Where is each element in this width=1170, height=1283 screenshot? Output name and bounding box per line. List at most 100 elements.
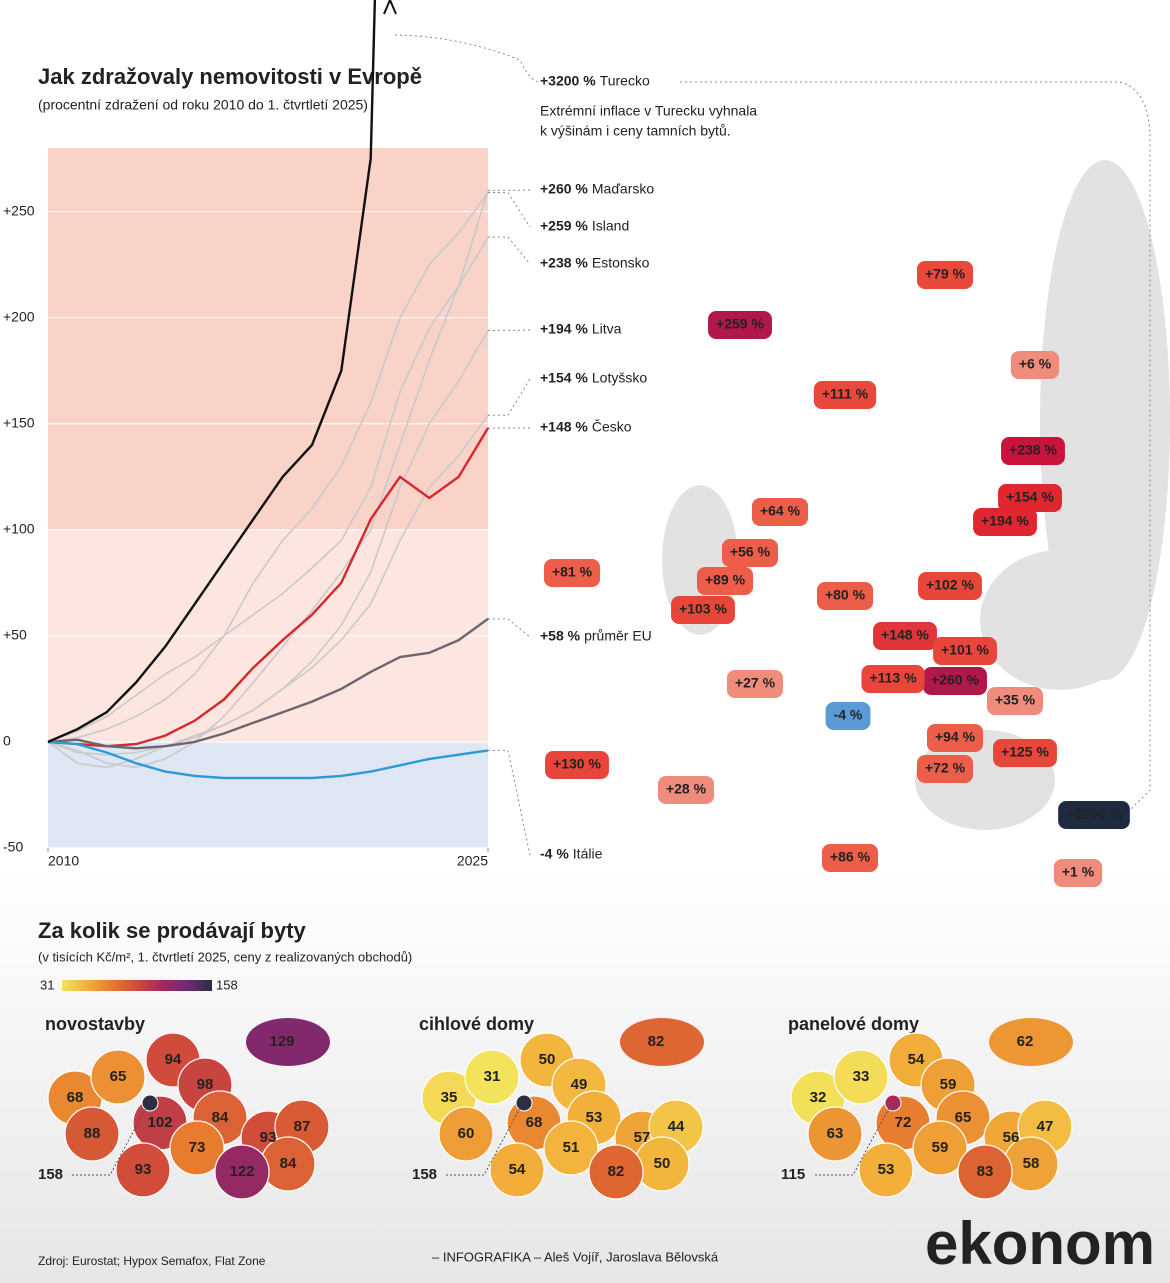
country-label: +194 % bbox=[981, 513, 1029, 529]
credit: – INFOGRAFIKA – Aleš Vojíř, Jaroslava Bě… bbox=[432, 1249, 719, 1264]
country-label: +125 % bbox=[1001, 744, 1049, 760]
country bbox=[873, 622, 937, 650]
country-label: +79 % bbox=[925, 266, 966, 282]
country bbox=[813, 381, 877, 409]
leader bbox=[72, 1107, 147, 1176]
national-region bbox=[620, 1018, 704, 1066]
region-label: 94 bbox=[165, 1051, 182, 1068]
country-label: +81 % bbox=[552, 564, 593, 580]
country-label: +154 % bbox=[1006, 489, 1054, 505]
national-region bbox=[989, 1018, 1073, 1066]
end-label-value: +238 % bbox=[540, 255, 588, 271]
end-label-value: +259 % bbox=[540, 218, 588, 234]
region-label: 72 bbox=[895, 1114, 912, 1131]
national-label: 62 bbox=[1017, 1033, 1034, 1050]
region-label: 63 bbox=[827, 1125, 844, 1142]
end-label-name: Maďarsko bbox=[592, 181, 655, 197]
series-line bbox=[47, 427, 490, 748]
end-label-value: +148 % bbox=[540, 419, 588, 435]
country-label: +102 % bbox=[926, 577, 974, 593]
region-label: 68 bbox=[526, 1114, 543, 1131]
region-label: 102 bbox=[147, 1114, 172, 1131]
end-label-name: Lotyšsko bbox=[592, 370, 647, 386]
country-label: +1 % bbox=[1062, 864, 1095, 880]
country-label: +3200 % bbox=[1066, 806, 1122, 822]
y-tick-label: +50 bbox=[3, 627, 27, 643]
series-line bbox=[47, 0, 377, 744]
end-label-name: Turecko bbox=[600, 73, 650, 89]
region-label: 68 bbox=[67, 1089, 84, 1106]
prague-label: 158 bbox=[412, 1166, 437, 1183]
cz-map: panelové domy 62 32 33 54 59 72 63 65 59 56 47 58 53 8… bbox=[781, 1014, 1073, 1200]
map-title: novostavby bbox=[45, 1014, 145, 1034]
line-chart: -50 0 +50 +100 +150 +200 +250 2010 2025 +260 % Maď… bbox=[3, 0, 654, 869]
region bbox=[214, 1144, 270, 1200]
colorbar bbox=[62, 980, 212, 991]
y-tick-label: +100 bbox=[3, 521, 35, 537]
europe-map: +79 % +6 % +111 % +259 % +238 % +154 % +194 % +… bbox=[543, 261, 1130, 887]
y-tick-label: +200 bbox=[3, 308, 35, 324]
country-label: +259 % bbox=[716, 316, 764, 332]
chart-subtitle: (procentní zdražení od roku 2010 do 1. č… bbox=[38, 97, 368, 113]
region bbox=[912, 1120, 968, 1176]
country-label: +148 % bbox=[881, 627, 929, 643]
series-line bbox=[47, 192, 489, 743]
region bbox=[833, 1049, 889, 1105]
note: Extrémní inflace v Turecku vyhnala bbox=[540, 103, 757, 119]
x-tick-label: 2010 bbox=[48, 853, 79, 869]
country bbox=[1053, 859, 1103, 887]
country bbox=[726, 670, 784, 698]
leader bbox=[446, 1107, 521, 1176]
country bbox=[916, 261, 974, 289]
country bbox=[973, 508, 1037, 536]
region-label: 35 bbox=[441, 1089, 458, 1106]
region bbox=[464, 1049, 520, 1105]
country bbox=[918, 572, 982, 600]
region-label: 59 bbox=[940, 1076, 957, 1093]
country-label: +94 % bbox=[935, 729, 976, 745]
country-label: +130 % bbox=[553, 756, 601, 772]
region-label: 54 bbox=[908, 1051, 925, 1068]
country bbox=[671, 596, 735, 624]
region bbox=[489, 1142, 545, 1198]
region-label: 53 bbox=[586, 1109, 603, 1126]
colorbar-min: 31 bbox=[40, 977, 54, 992]
country-label: +35 % bbox=[995, 692, 1036, 708]
series-line bbox=[47, 414, 489, 769]
national-region bbox=[246, 1018, 330, 1066]
end-label-name: Litva bbox=[592, 321, 622, 337]
arrow-head bbox=[383, 0, 397, 15]
y-tick-label: -50 bbox=[3, 839, 23, 855]
country-label: +101 % bbox=[941, 642, 989, 658]
end-label-value: +194 % bbox=[540, 321, 588, 337]
band bbox=[48, 741, 488, 848]
prague bbox=[515, 1094, 533, 1112]
section-subtitle: (v tisících Kč/m², 1. čtvrtletí 2025, ce… bbox=[38, 949, 412, 964]
colorbar-max: 158 bbox=[216, 977, 238, 992]
region-label: 49 bbox=[571, 1076, 588, 1093]
region-label: 59 bbox=[932, 1139, 949, 1156]
region-label: 33 bbox=[853, 1068, 870, 1085]
leader bbox=[488, 618, 531, 638]
map-land bbox=[662, 160, 1170, 830]
region-label: 87 bbox=[294, 1118, 311, 1135]
region-label: 122 bbox=[229, 1163, 254, 1180]
country bbox=[1058, 801, 1130, 829]
end-label-name: Itálie bbox=[573, 846, 603, 862]
country-label: +56 % bbox=[730, 544, 771, 560]
region-label: 50 bbox=[654, 1155, 671, 1172]
prague bbox=[884, 1094, 902, 1112]
end-label-value: +154 % bbox=[540, 370, 588, 386]
leader bbox=[488, 236, 531, 265]
region bbox=[169, 1120, 225, 1176]
country bbox=[816, 582, 874, 610]
region-label: 83 bbox=[977, 1163, 994, 1180]
country-label: +72 % bbox=[925, 760, 966, 776]
leader bbox=[815, 1107, 890, 1176]
country bbox=[657, 776, 715, 804]
prague bbox=[141, 1094, 159, 1112]
country bbox=[1010, 351, 1060, 379]
region bbox=[957, 1144, 1013, 1200]
band bbox=[48, 148, 488, 530]
